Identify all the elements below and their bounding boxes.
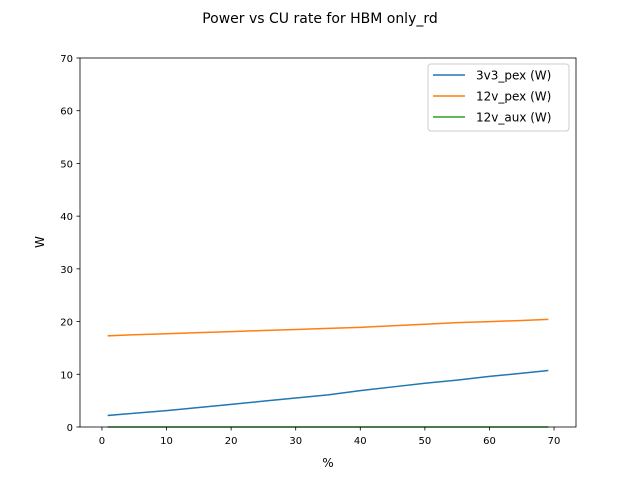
y-tick-label: 60: [60, 107, 73, 118]
y-tick-label: 50: [60, 159, 73, 170]
legend-label-12v-pex-w: 12v_pex (W): [476, 90, 551, 104]
y-tick-label: 20: [60, 318, 73, 329]
x-tick-label: 0: [99, 436, 105, 447]
y-axis: 0 10 20 30 40 50 60 70: [60, 54, 80, 434]
y-tick-label: 30: [60, 265, 73, 276]
x-tick-label: 50: [419, 436, 432, 447]
y-tick-label: 10: [60, 370, 73, 381]
x-tick-label: 20: [225, 436, 238, 447]
series-line-12v-pex-w: [107, 318, 549, 337]
y-tick-label: 40: [60, 212, 73, 223]
legend: 3v3_pex (W) 12v_pex (W) 12v_aux (W): [427, 63, 570, 132]
legend-box: [427, 63, 570, 132]
legend-label-3v3-pex-w: 3v3_pex (W): [476, 69, 551, 83]
x-axis: 0 10 20 30 40 50 60 70: [99, 427, 561, 447]
x-tick-label: 60: [483, 436, 496, 447]
x-axis-label: %: [322, 456, 333, 470]
x-tick-label: 40: [354, 436, 367, 447]
y-tick-label: 70: [60, 54, 73, 65]
y-axis-label: W: [33, 236, 47, 248]
series-line-3v3-pex-w: [107, 369, 549, 417]
x-tick-label: 10: [160, 436, 173, 447]
x-tick-label: 30: [289, 436, 302, 447]
x-tick-label: 70: [548, 436, 561, 447]
plot-frame: [79, 57, 577, 428]
y-tick-label: 0: [67, 423, 73, 434]
chart-title: Power vs CU rate for HBM only_rd: [202, 11, 438, 27]
legend-label-12v-aux-w: 12v_aux (W): [476, 111, 551, 125]
